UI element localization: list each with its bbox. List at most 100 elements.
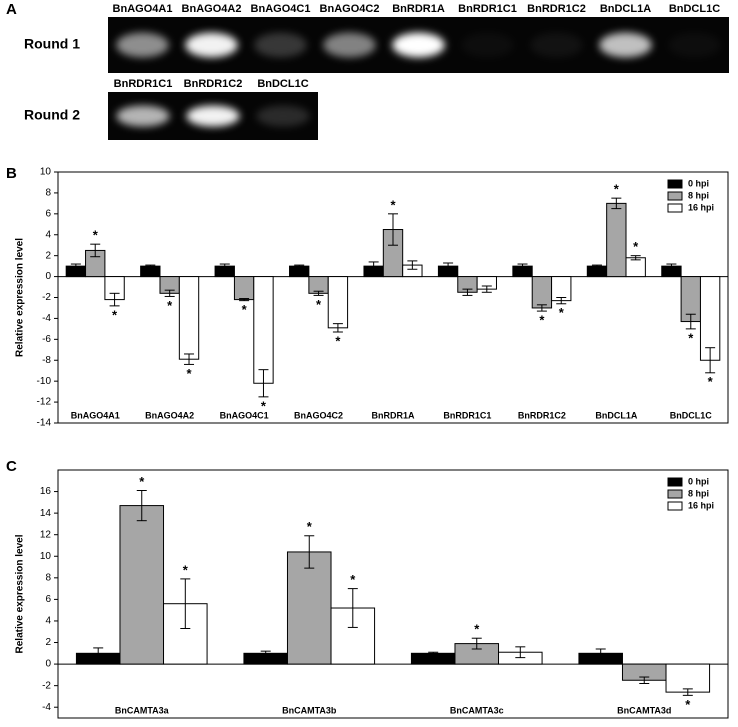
- panel-label: C: [6, 458, 17, 475]
- significance-mark: *: [539, 313, 545, 328]
- error-bar: [145, 264, 156, 268]
- lane-label: BnAGO4A1: [113, 3, 173, 15]
- error-bar: [332, 323, 343, 333]
- lane-label: BnRDR1C2: [527, 3, 586, 15]
- error-bar: [407, 260, 418, 270]
- x-tick-label: BnAGO4A2: [145, 410, 194, 420]
- bar: [606, 202, 627, 278]
- x-tick-label: BnRDR1A: [371, 410, 415, 420]
- y-tick-label: 6: [45, 208, 51, 219]
- significance-mark: *: [633, 239, 639, 254]
- bar: [289, 265, 310, 278]
- significance-mark: *: [316, 297, 322, 312]
- error-bar: [666, 263, 677, 269]
- round-label: Round 2: [24, 107, 80, 123]
- error-bar: [258, 369, 269, 398]
- error-bar: [388, 213, 398, 246]
- error-bar: [368, 261, 379, 271]
- gel-band: [186, 105, 240, 127]
- y-tick-label: 10: [40, 167, 52, 178]
- y-tick-label: -4: [42, 702, 51, 713]
- error-bar: [109, 292, 120, 307]
- error-bar: [443, 262, 454, 270]
- legend-swatch: [667, 501, 683, 511]
- error-bar: [93, 647, 104, 660]
- lane-label: BnRDR1C1: [114, 78, 173, 90]
- error-bar: [313, 290, 324, 296]
- panel-label: B: [6, 165, 17, 182]
- y-tick-label: -6: [42, 334, 51, 345]
- error-bar: [471, 637, 482, 650]
- error-bar: [347, 588, 358, 628]
- legend-label: 8 hpi: [688, 488, 709, 498]
- gel-band: [185, 32, 238, 58]
- significance-mark: *: [350, 572, 356, 587]
- significance-mark: *: [559, 305, 565, 320]
- gel-band: [668, 33, 720, 58]
- legend-label: 8 hpi: [688, 190, 709, 200]
- error-bar: [184, 353, 195, 365]
- error-bar: [180, 578, 191, 630]
- significance-mark: *: [688, 330, 694, 345]
- bar: [625, 257, 646, 278]
- lane-label: BnRDR1A: [392, 3, 445, 15]
- lane-label: BnDCL1C: [669, 3, 720, 15]
- error-bar: [70, 263, 81, 269]
- y-tick-label: 2: [45, 250, 51, 261]
- significance-mark: *: [139, 474, 145, 489]
- y-tick-label: 4: [45, 616, 51, 627]
- bar: [119, 505, 165, 665]
- x-tick-label: BnDCL1C: [670, 410, 712, 420]
- x-tick-label: BnDCL1A: [595, 410, 637, 420]
- y-tick-label: 6: [45, 594, 51, 605]
- x-tick-label: BnAGO4A1: [71, 410, 120, 420]
- y-tick-label: 8: [45, 188, 51, 199]
- lane-label: BnAGO4A2: [182, 3, 242, 15]
- x-tick-label: BnCAMTA3a: [115, 705, 170, 715]
- plot-frame: [57, 469, 729, 719]
- legend-swatch: [667, 203, 683, 213]
- y-tick-label: 16: [40, 486, 52, 497]
- gel-band: [461, 33, 513, 58]
- lane-label: BnRDR1C2: [184, 78, 243, 90]
- error-bar: [556, 297, 567, 305]
- lane-label: BnRDR1C1: [458, 3, 517, 15]
- y-tick-label: 12: [40, 529, 52, 540]
- significance-mark: *: [93, 228, 99, 243]
- gel-band: [392, 32, 445, 58]
- error-bar: [481, 285, 492, 293]
- error-bar: [682, 688, 693, 696]
- error-bar: [136, 489, 147, 522]
- x-tick-label: BnRDR1C1: [443, 410, 491, 420]
- significance-mark: *: [685, 697, 691, 712]
- legend-swatch: [667, 191, 683, 201]
- x-tick-label: BnAGO4C1: [220, 410, 269, 420]
- y-axis-label: Relative expression level: [15, 534, 26, 653]
- error-bar: [630, 255, 641, 261]
- y-tick-label: -10: [37, 376, 52, 387]
- x-tick-label: BnRDR1C2: [518, 410, 566, 420]
- y-tick-label: 10: [40, 551, 52, 562]
- lane-label: BnAGO4C1: [251, 3, 311, 15]
- x-tick-label: BnAGO4C2: [294, 410, 343, 420]
- legend-label: 0 hpi: [688, 178, 709, 188]
- x-tick-label: BnCAMTA3d: [617, 705, 671, 715]
- significance-mark: *: [242, 302, 248, 317]
- x-tick-label: BnCAMTA3b: [282, 705, 337, 715]
- bar: [140, 265, 161, 278]
- round-label: Round 1: [24, 36, 80, 52]
- error-bar: [462, 288, 473, 296]
- y-tick-label: -4: [42, 313, 51, 324]
- lane-label: BnDCL1C: [257, 78, 308, 90]
- bar: [286, 551, 332, 665]
- error-bar: [304, 535, 315, 569]
- significance-mark: *: [390, 197, 396, 212]
- y-axis-label: Relative expression level: [15, 238, 26, 357]
- legend-swatch: [667, 489, 683, 499]
- error-bar: [260, 650, 271, 656]
- y-tick-label: 14: [40, 508, 52, 519]
- error-bar: [515, 646, 526, 659]
- error-bar: [685, 313, 696, 330]
- bar: [233, 276, 255, 301]
- error-bar: [164, 289, 175, 297]
